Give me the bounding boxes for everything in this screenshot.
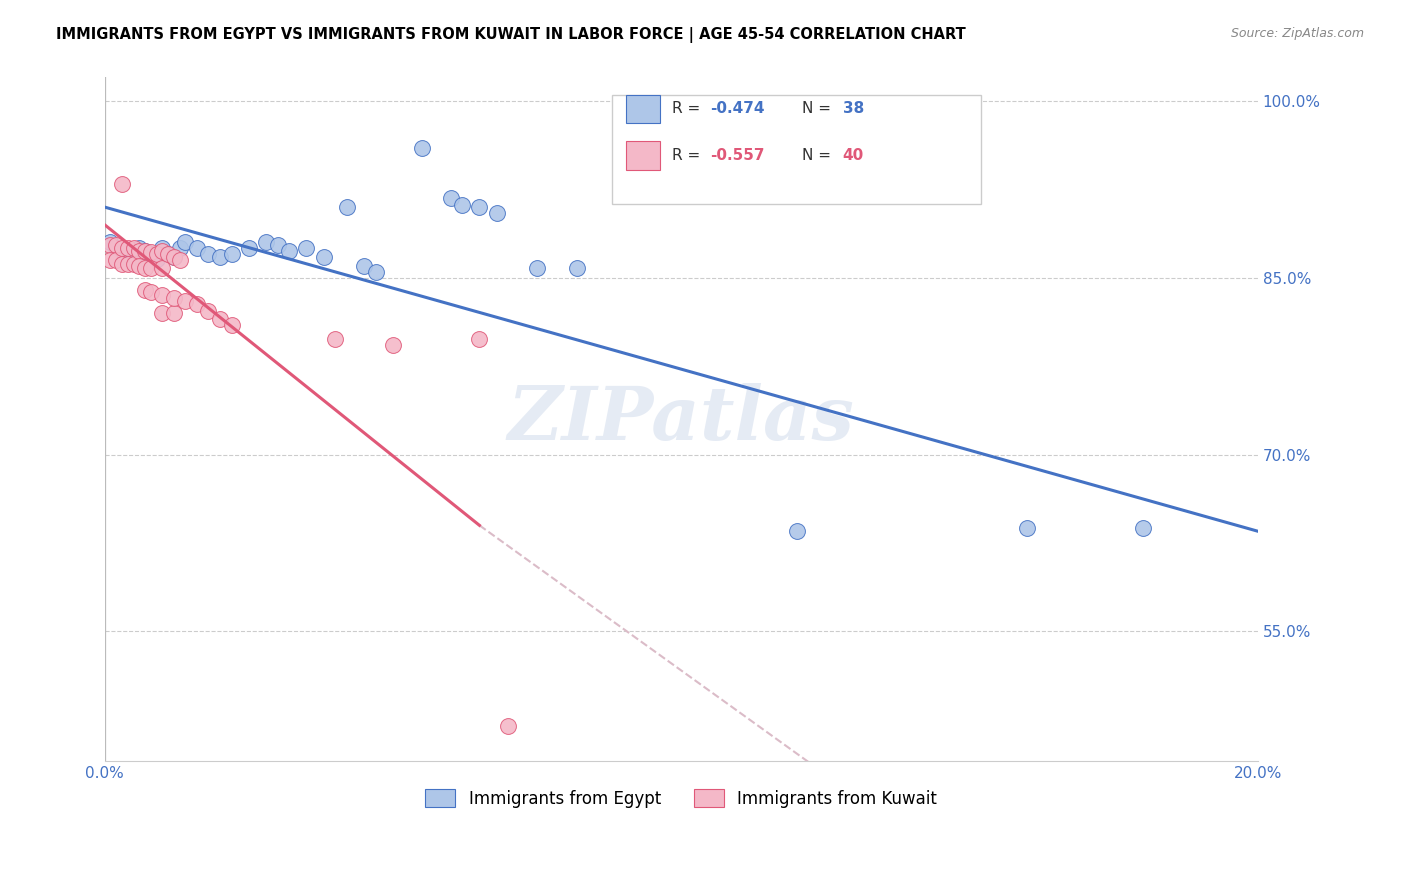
Point xyxy=(150,288,173,302)
Point xyxy=(128,241,150,255)
Point xyxy=(134,283,156,297)
Point xyxy=(117,241,139,255)
Point xyxy=(145,247,167,261)
Text: Source: ZipAtlas.com: Source: ZipAtlas.com xyxy=(1230,27,1364,40)
Point xyxy=(786,524,808,539)
Point xyxy=(157,247,180,261)
Text: 38: 38 xyxy=(842,102,863,116)
Point xyxy=(485,206,508,220)
Point xyxy=(105,237,128,252)
Point xyxy=(111,177,134,191)
Point xyxy=(150,261,173,276)
Point xyxy=(468,332,491,346)
Point xyxy=(197,303,219,318)
Text: 40: 40 xyxy=(842,148,863,163)
Point xyxy=(336,200,359,214)
Point xyxy=(105,241,128,255)
Point xyxy=(139,285,162,299)
Point xyxy=(186,297,208,311)
Point xyxy=(111,241,134,255)
Point xyxy=(134,244,156,258)
Text: N =: N = xyxy=(803,102,837,116)
Text: -0.474: -0.474 xyxy=(710,102,765,116)
FancyBboxPatch shape xyxy=(612,95,981,204)
Point xyxy=(134,261,156,276)
Point xyxy=(567,261,589,276)
Point xyxy=(117,247,139,261)
Point xyxy=(163,306,186,320)
Point xyxy=(221,247,243,261)
Point xyxy=(526,261,548,276)
Point xyxy=(174,294,197,309)
Point xyxy=(134,244,156,258)
Point xyxy=(122,241,145,255)
Point xyxy=(186,241,208,255)
Point xyxy=(295,241,318,255)
Text: R =: R = xyxy=(672,102,706,116)
Point xyxy=(128,259,150,273)
Point xyxy=(278,244,301,258)
Point xyxy=(312,250,335,264)
Legend: Immigrants from Egypt, Immigrants from Kuwait: Immigrants from Egypt, Immigrants from K… xyxy=(419,783,943,814)
Point xyxy=(1132,521,1154,535)
Point xyxy=(353,259,375,273)
Point xyxy=(411,141,433,155)
Point xyxy=(117,257,139,271)
Point xyxy=(254,235,277,250)
Point xyxy=(169,241,191,255)
Point xyxy=(364,265,387,279)
Point xyxy=(163,250,186,264)
Point xyxy=(208,312,231,326)
Point xyxy=(139,247,162,261)
Point xyxy=(468,200,491,214)
Point xyxy=(128,244,150,258)
Point xyxy=(157,247,180,261)
Text: ZIPatlas: ZIPatlas xyxy=(508,383,855,456)
Text: -0.557: -0.557 xyxy=(710,148,765,163)
Point xyxy=(163,291,186,305)
Point xyxy=(100,235,122,250)
Point xyxy=(111,244,134,259)
Point xyxy=(440,191,463,205)
FancyBboxPatch shape xyxy=(626,141,661,169)
Point xyxy=(139,261,162,276)
Point xyxy=(145,252,167,266)
Text: R =: R = xyxy=(672,148,706,163)
Point xyxy=(221,318,243,332)
Point xyxy=(451,198,474,212)
Point xyxy=(1017,521,1039,535)
Point xyxy=(174,235,197,250)
Text: N =: N = xyxy=(803,148,837,163)
Point xyxy=(238,241,260,255)
Point xyxy=(150,241,173,255)
Point xyxy=(150,306,173,320)
Point xyxy=(100,237,122,252)
Point xyxy=(100,253,122,268)
Point xyxy=(122,250,145,264)
Point xyxy=(323,332,346,346)
Point xyxy=(139,244,162,259)
Point xyxy=(671,188,693,202)
Text: IMMIGRANTS FROM EGYPT VS IMMIGRANTS FROM KUWAIT IN LABOR FORCE | AGE 45-54 CORRE: IMMIGRANTS FROM EGYPT VS IMMIGRANTS FROM… xyxy=(56,27,966,43)
Point xyxy=(197,247,219,261)
FancyBboxPatch shape xyxy=(626,95,661,123)
Point xyxy=(208,250,231,264)
Point xyxy=(163,250,186,264)
Point xyxy=(266,237,288,252)
Point xyxy=(122,257,145,271)
Point xyxy=(498,719,520,733)
Point xyxy=(111,257,134,271)
Point xyxy=(381,338,404,352)
Point xyxy=(105,253,128,268)
Point xyxy=(169,253,191,268)
Point xyxy=(150,244,173,258)
